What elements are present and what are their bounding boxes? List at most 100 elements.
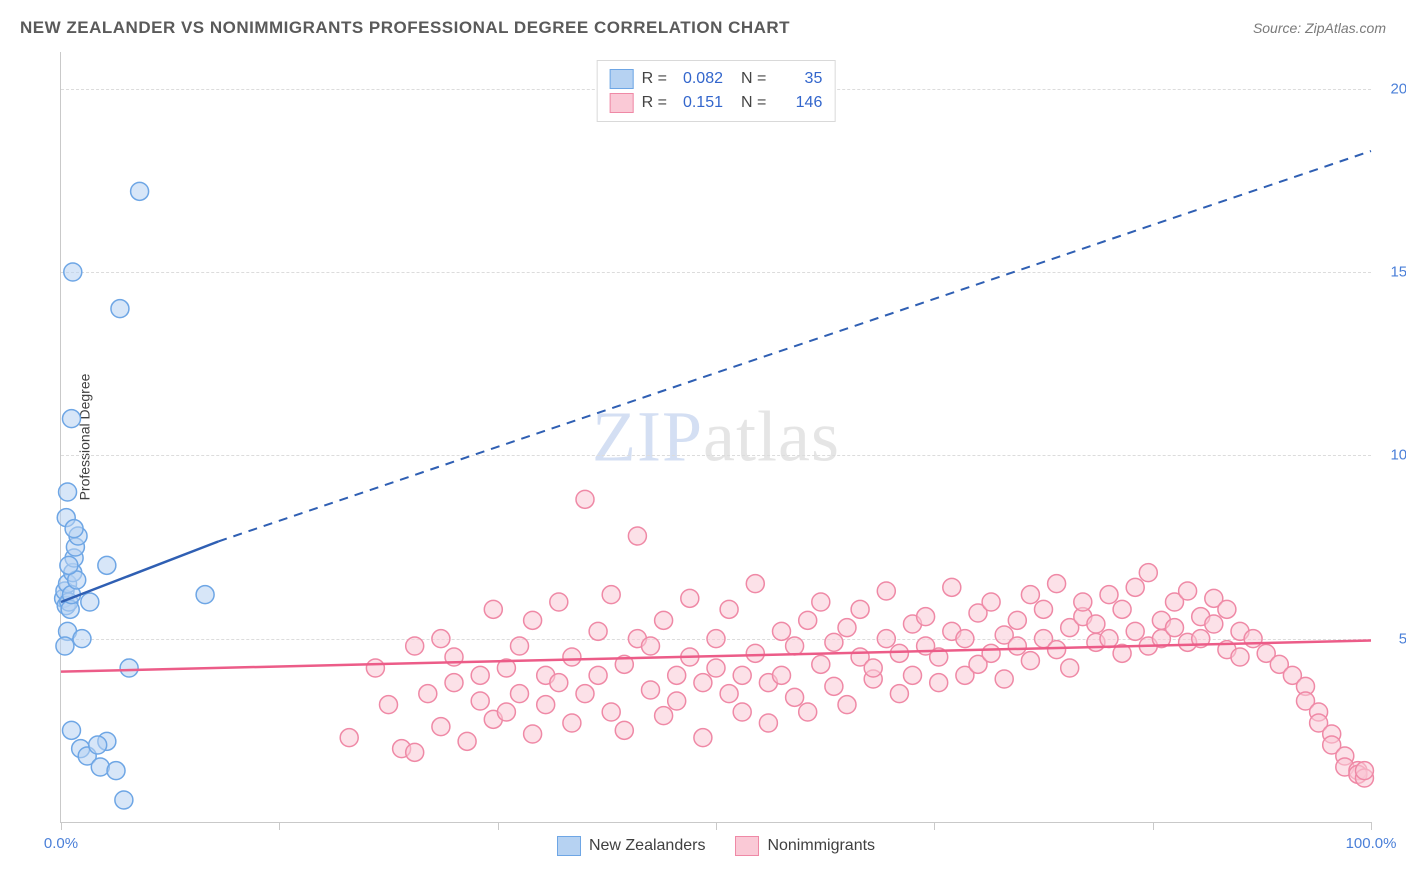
x-tick bbox=[934, 822, 935, 830]
data-point-ni bbox=[746, 575, 764, 593]
data-point-ni bbox=[615, 721, 633, 739]
data-point-nz bbox=[131, 182, 149, 200]
data-point-ni bbox=[825, 677, 843, 695]
legend-item: Nonimmigrants bbox=[735, 836, 875, 856]
data-point-ni bbox=[890, 644, 908, 662]
data-point-ni bbox=[1113, 600, 1131, 618]
x-tick bbox=[498, 822, 499, 830]
legend-swatch bbox=[557, 836, 581, 856]
data-point-ni bbox=[458, 732, 476, 750]
data-point-nz bbox=[60, 556, 78, 574]
data-point-ni bbox=[471, 692, 489, 710]
data-point-ni bbox=[1139, 564, 1157, 582]
data-point-nz bbox=[91, 758, 109, 776]
data-point-ni bbox=[1126, 578, 1144, 596]
data-point-ni bbox=[1179, 582, 1197, 600]
source-attribution: Source: ZipAtlas.com bbox=[1253, 20, 1386, 36]
data-point-ni bbox=[904, 666, 922, 684]
trend-line-nz bbox=[61, 542, 218, 603]
data-point-ni bbox=[995, 670, 1013, 688]
data-point-ni bbox=[1244, 630, 1262, 648]
data-point-ni bbox=[759, 714, 777, 732]
data-point-ni bbox=[694, 674, 712, 692]
data-point-ni bbox=[524, 725, 542, 743]
stat-n-label: N = bbox=[741, 67, 766, 91]
data-point-nz bbox=[115, 791, 133, 809]
data-point-ni bbox=[576, 685, 594, 703]
data-point-ni bbox=[864, 659, 882, 677]
stat-n-value: 35 bbox=[774, 67, 822, 91]
data-point-ni bbox=[1100, 630, 1118, 648]
data-point-ni bbox=[668, 666, 686, 684]
data-point-ni bbox=[694, 729, 712, 747]
data-point-ni bbox=[799, 611, 817, 629]
x-tick bbox=[61, 822, 62, 830]
data-point-ni bbox=[720, 685, 738, 703]
data-point-ni bbox=[406, 743, 424, 761]
data-point-nz bbox=[65, 520, 83, 538]
data-point-ni bbox=[524, 611, 542, 629]
data-point-nz bbox=[107, 762, 125, 780]
data-point-ni bbox=[406, 637, 424, 655]
legend-swatch bbox=[735, 836, 759, 856]
data-point-ni bbox=[655, 707, 673, 725]
stat-r-value: 0.082 bbox=[675, 67, 723, 91]
data-point-ni bbox=[1061, 659, 1079, 677]
data-point-ni bbox=[799, 703, 817, 721]
data-point-ni bbox=[1218, 600, 1236, 618]
data-point-ni bbox=[537, 696, 555, 714]
data-point-ni bbox=[1205, 615, 1223, 633]
data-point-ni bbox=[550, 674, 568, 692]
data-point-nz bbox=[62, 721, 80, 739]
data-point-ni bbox=[720, 600, 738, 618]
data-point-ni bbox=[930, 674, 948, 692]
stat-r-label: R = bbox=[642, 91, 667, 115]
data-point-ni bbox=[943, 578, 961, 596]
x-tick bbox=[279, 822, 280, 830]
x-tick bbox=[716, 822, 717, 830]
data-point-ni bbox=[589, 666, 607, 684]
data-point-ni bbox=[1074, 593, 1092, 611]
stat-n-label: N = bbox=[741, 91, 766, 115]
data-point-ni bbox=[1087, 615, 1105, 633]
data-point-ni bbox=[1021, 652, 1039, 670]
data-point-ni bbox=[746, 644, 764, 662]
data-point-ni bbox=[642, 637, 660, 655]
data-point-ni bbox=[432, 718, 450, 736]
data-point-nz bbox=[56, 637, 74, 655]
legend-item: New Zealanders bbox=[557, 836, 706, 856]
data-point-ni bbox=[576, 490, 594, 508]
stat-row-ni: R =0.151N =146 bbox=[610, 91, 823, 115]
data-point-ni bbox=[1231, 648, 1249, 666]
data-point-ni bbox=[550, 593, 568, 611]
data-point-ni bbox=[786, 637, 804, 655]
data-point-ni bbox=[982, 644, 1000, 662]
data-point-ni bbox=[668, 692, 686, 710]
header: NEW ZEALANDER VS NONIMMIGRANTS PROFESSIO… bbox=[20, 18, 1386, 38]
data-point-ni bbox=[340, 729, 358, 747]
data-point-ni bbox=[1126, 622, 1144, 640]
data-point-ni bbox=[982, 593, 1000, 611]
stat-r-label: R = bbox=[642, 67, 667, 91]
data-point-ni bbox=[733, 703, 751, 721]
data-point-ni bbox=[786, 688, 804, 706]
data-point-nz bbox=[81, 593, 99, 611]
data-point-ni bbox=[471, 666, 489, 684]
chart-title: NEW ZEALANDER VS NONIMMIGRANTS PROFESSIO… bbox=[20, 18, 790, 38]
data-point-ni bbox=[655, 611, 673, 629]
data-point-nz bbox=[89, 736, 107, 754]
data-point-ni bbox=[733, 666, 751, 684]
data-point-ni bbox=[681, 589, 699, 607]
data-point-ni bbox=[563, 714, 581, 732]
data-point-ni bbox=[589, 622, 607, 640]
data-point-ni bbox=[838, 696, 856, 714]
data-point-ni bbox=[1048, 641, 1066, 659]
data-point-ni bbox=[628, 527, 646, 545]
stat-n-value: 146 bbox=[774, 91, 822, 115]
data-point-nz bbox=[64, 263, 82, 281]
data-point-ni bbox=[773, 666, 791, 684]
series-legend: New Zealanders Nonimmigrants bbox=[61, 836, 1371, 856]
data-point-nz bbox=[73, 630, 91, 648]
data-point-nz bbox=[196, 586, 214, 604]
data-point-ni bbox=[851, 600, 869, 618]
